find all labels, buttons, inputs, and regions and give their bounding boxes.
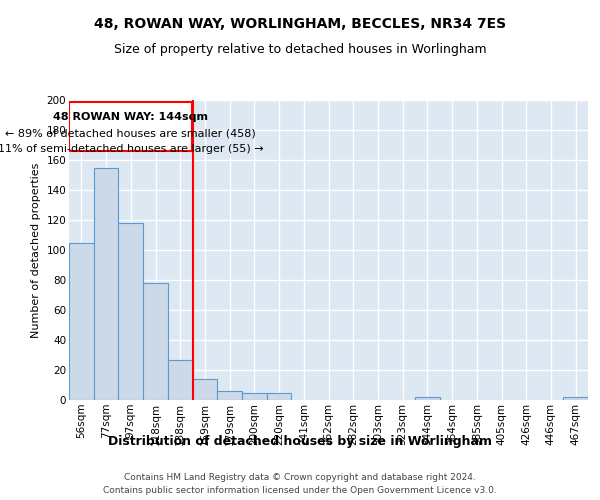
FancyBboxPatch shape	[70, 102, 192, 151]
Text: 11% of semi-detached houses are larger (55) →: 11% of semi-detached houses are larger (…	[0, 144, 263, 154]
Text: 48 ROWAN WAY: 144sqm: 48 ROWAN WAY: 144sqm	[53, 112, 208, 122]
Bar	[217, 391, 242, 400]
Bar	[267, 392, 292, 400]
Text: ← 89% of detached houses are smaller (458): ← 89% of detached houses are smaller (45…	[5, 128, 256, 138]
Bar	[69, 242, 94, 400]
Bar	[193, 379, 217, 400]
Bar	[94, 168, 118, 400]
Bar	[118, 223, 143, 400]
Text: Contains public sector information licensed under the Open Government Licence v3: Contains public sector information licen…	[103, 486, 497, 495]
Bar	[168, 360, 193, 400]
Y-axis label: Number of detached properties: Number of detached properties	[31, 162, 41, 338]
Text: Distribution of detached houses by size in Worlingham: Distribution of detached houses by size …	[108, 435, 492, 448]
Bar	[242, 392, 267, 400]
Bar	[143, 283, 168, 400]
Bar	[563, 397, 588, 400]
Text: Contains HM Land Registry data © Crown copyright and database right 2024.: Contains HM Land Registry data © Crown c…	[124, 472, 476, 482]
Text: 48, ROWAN WAY, WORLINGHAM, BECCLES, NR34 7ES: 48, ROWAN WAY, WORLINGHAM, BECCLES, NR34…	[94, 18, 506, 32]
Bar	[415, 397, 440, 400]
Text: Size of property relative to detached houses in Worlingham: Size of property relative to detached ho…	[113, 42, 487, 56]
